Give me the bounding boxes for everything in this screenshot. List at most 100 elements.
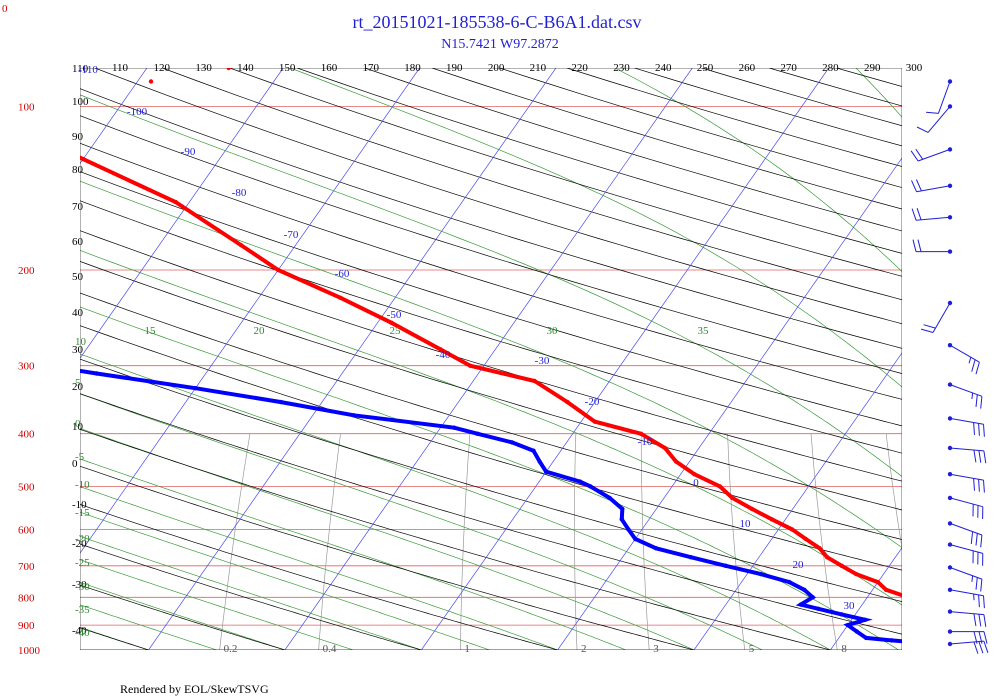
theta-top-label-140: 140 — [237, 62, 254, 74]
chart-title: rt_20151021-185538-6-C-B6A1.dat.csv — [353, 12, 642, 32]
isotherm-label--40: -40 — [436, 349, 451, 361]
wind-barb-feather-6-0 — [920, 328, 934, 333]
dry-adiabat-20 — [80, 393, 902, 635]
wind-barb-feather-10-2 — [973, 450, 977, 463]
theta-top-label-240: 240 — [655, 62, 672, 74]
mixing-ratio-line-0.4 — [318, 433, 341, 650]
wind-barb-feather-18-0 — [983, 631, 988, 644]
isotherm-0 — [693, 352, 902, 650]
wind-barb-feather-4-0 — [911, 208, 917, 221]
mixing-ratio-line-0.2 — [219, 433, 251, 650]
dewpoint-point-33 — [94, 371, 99, 376]
dewpoint-point-11 — [802, 587, 807, 592]
wind-barb-feather-19-2 — [973, 641, 979, 654]
dewpoint-point-25 — [537, 459, 542, 464]
dry-adiabat-40 — [80, 325, 902, 571]
theta-top-label-180: 180 — [404, 62, 421, 74]
theta-top-label-160: 160 — [321, 62, 338, 74]
isotherm-label--90: -90 — [181, 146, 196, 158]
theta-top-label-190: 190 — [446, 62, 463, 74]
dry-adiabat-210 — [634, 68, 902, 147]
wind-barb-feather-3-1 — [915, 179, 922, 192]
theta-left-label-20: 20 — [72, 381, 84, 393]
wind-barb-half-feather-8 — [971, 392, 974, 400]
pressure-label-300: 300 — [18, 361, 35, 373]
wind-barb-0 — [926, 79, 953, 114]
wind-barb-staff-15 — [949, 567, 983, 580]
theta-top-label-260: 260 — [739, 62, 756, 74]
temperature-point-25 — [592, 419, 597, 424]
temperature-point-19 — [730, 495, 735, 501]
wind-barb-14 — [947, 542, 984, 566]
mixing-ratio-label-5: 5 — [749, 643, 755, 655]
moist-adiabat--30 — [80, 581, 286, 650]
dry-adiabat--10 — [80, 504, 558, 650]
theta-left-label--30: -30 — [72, 579, 87, 591]
wind-barb-staff-19 — [949, 640, 984, 645]
dewpoint-point-3 — [863, 635, 869, 641]
wind-barb-6 — [920, 300, 953, 333]
temperature-point-27 — [532, 378, 537, 384]
isotherm--50 — [80, 68, 420, 554]
dry-adiabat-70 — [80, 230, 902, 482]
dry-adiabat-110 — [80, 115, 902, 374]
isotherm-label--80: -80 — [232, 187, 247, 199]
theta-top-label-130: 130 — [195, 62, 212, 74]
wind-barb-feather-7-0 — [975, 362, 980, 375]
wind-barb-feather-16-0 — [983, 595, 985, 609]
theta-top-label-270: 270 — [780, 62, 797, 74]
theta-left-label--20: -20 — [72, 538, 87, 550]
wind-barb-half-feather-7 — [968, 357, 972, 364]
dewpoint-point-29 — [452, 425, 457, 430]
wind-barb-staff-1 — [927, 106, 951, 133]
thetae-left-label-0: 0 — [75, 418, 81, 430]
temperature-point-36 — [20, 127, 24, 131]
temperature-point-29 — [438, 347, 443, 352]
thetae-top-label-30: 30 — [547, 325, 559, 337]
isotherm-label--110: -110 — [78, 64, 98, 76]
wind-barb-feather-11-2 — [973, 478, 975, 491]
wind-barb-staff-9 — [949, 417, 984, 425]
dewpoint-point-19 — [619, 517, 624, 522]
dry-adiabat-90 — [80, 171, 902, 427]
theta-left-label-30: 30 — [72, 344, 84, 356]
wind-barb-3 — [911, 179, 953, 193]
wind-barb-feather-13-1 — [975, 533, 978, 546]
thetae-left-label-10: 10 — [75, 336, 87, 348]
wind-barb-feather-10-1 — [978, 450, 982, 463]
temperature-upper-dot-2 — [226, 68, 231, 71]
wind-barb-feather-17-0 — [983, 614, 987, 627]
theta-top-label-280: 280 — [822, 62, 839, 74]
theta-top-label-220: 220 — [571, 62, 588, 74]
temperature-point-38 — [29, 95, 33, 99]
moist-adiabat-25 — [80, 180, 902, 549]
pressure-label-1000: 1000 — [18, 645, 41, 657]
wind-barb-staff-17 — [949, 611, 984, 616]
dewpoint-point-31 — [278, 399, 284, 405]
dewpoint-point-22 — [588, 484, 593, 489]
dewpoint-point-27 — [509, 440, 515, 445]
mixing-ratio-label-2: 2 — [581, 643, 587, 655]
dewpoint-point-20 — [620, 506, 625, 512]
temperature-point-22 — [673, 459, 679, 464]
moist-adiabat--20 — [80, 535, 422, 650]
thetae-left-label--25: -25 — [75, 557, 90, 569]
pressure-label-400: 400 — [18, 429, 35, 441]
dewpoint-point-6 — [862, 617, 868, 622]
dewpoint-point-4 — [854, 629, 860, 634]
thetae-left-label--10: -10 — [75, 479, 90, 491]
temperature-point-32 — [276, 267, 281, 273]
theta-left-label--40: -40 — [72, 625, 87, 637]
dry-adiabat-60 — [80, 261, 902, 511]
wind-barb-feather-2-0 — [910, 150, 919, 162]
isotherm--80 — [0, 68, 11, 650]
dry-adiabat-250 — [904, 68, 1000, 650]
dewpoint-point-23 — [577, 479, 583, 484]
dry-adiabat-230 — [769, 68, 902, 107]
moist-adiabat-10 — [80, 353, 831, 650]
isotherm--10 — [557, 157, 902, 650]
temperature-point-9 — [883, 587, 889, 592]
mixing-ratio-line-3 — [640, 433, 650, 650]
dry-adiabat-100 — [80, 142, 902, 400]
temperature-upper-dot-1 — [148, 79, 154, 84]
